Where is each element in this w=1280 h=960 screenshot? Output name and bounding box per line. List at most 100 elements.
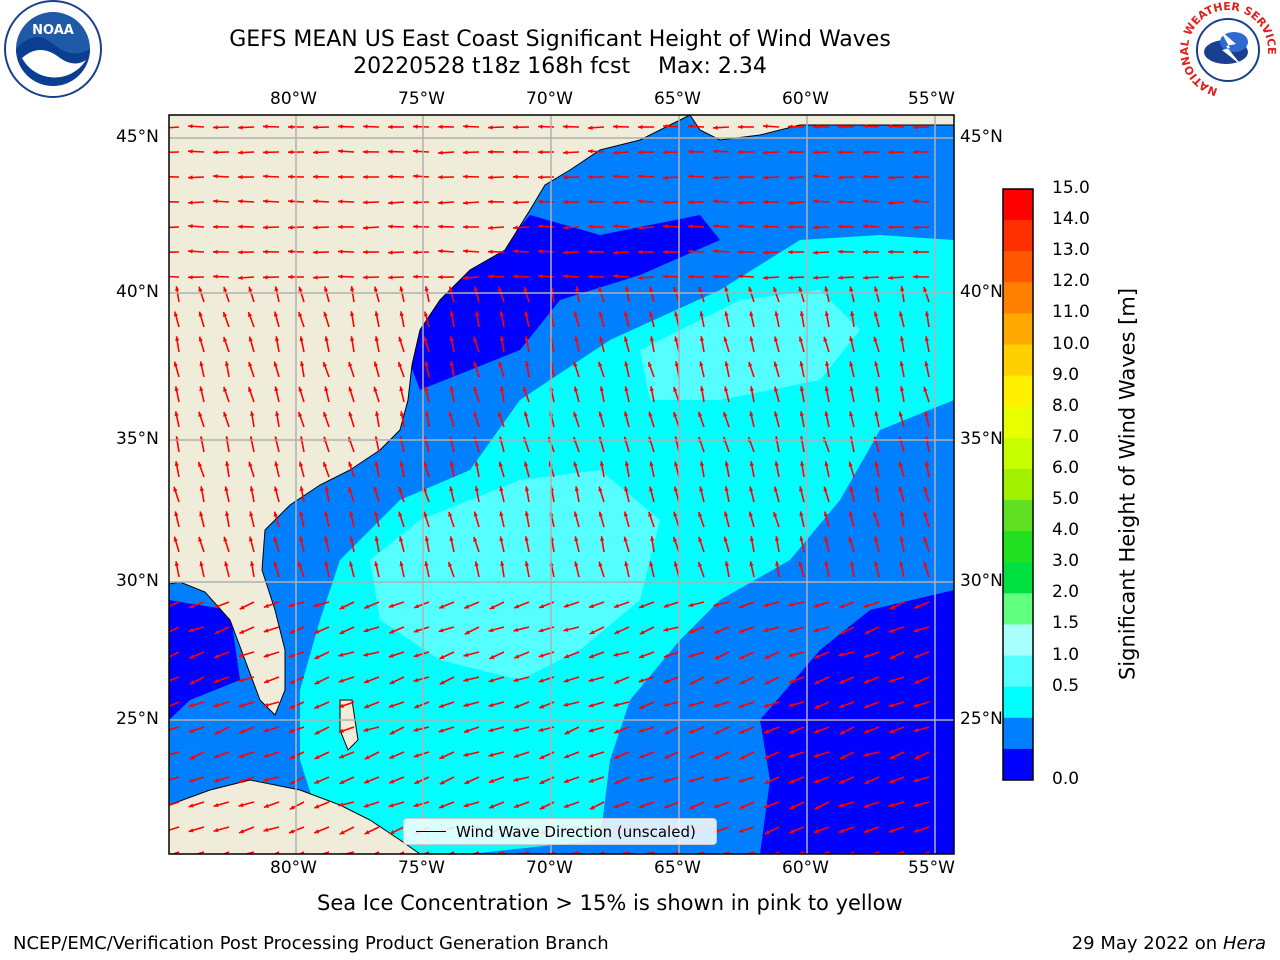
wave-direction-arrowhead (324, 336, 329, 342)
wave-direction-arrowhead (323, 411, 328, 417)
wave-direction-arrowhead (573, 361, 578, 367)
wave-direction-arrowhead (598, 311, 604, 317)
wave-direction-arrowhead (363, 803, 369, 808)
wave-direction-arrowhead (388, 603, 394, 608)
wave-direction-arrowhead (388, 703, 394, 708)
wave-direction-arrowhead (738, 274, 743, 279)
wave-direction-arrowhead (350, 336, 355, 341)
wave-direction-arrowhead (813, 199, 818, 204)
wave-direction-arrowhead (348, 411, 353, 417)
wave-direction-arrowhead (824, 411, 829, 417)
wave-direction-arrowhead (163, 150, 168, 154)
noaa-logo-text: NOAA (32, 23, 74, 38)
wave-direction-arrowhead (238, 199, 243, 204)
wave-direction-arrowhead (649, 386, 654, 392)
wave-direction-arrowhead (474, 561, 479, 567)
wave-direction-arrowhead (248, 361, 253, 367)
wave-direction-arrowhead (814, 828, 819, 834)
wave-direction-arrowhead (263, 702, 269, 708)
wave-direction-arrowhead (863, 249, 868, 255)
wave-direction-arrowhead (314, 629, 320, 634)
wave-direction-arrowhead (663, 200, 668, 205)
noaa-logo: NOAA (4, 0, 102, 98)
wave-direction-arrowhead (350, 286, 355, 291)
wave-direction-arrowhead (913, 199, 918, 204)
wave-direction-arrowhead (513, 677, 519, 682)
wave-direction-arrowhead (388, 174, 393, 179)
wave-direction-arrowhead (623, 511, 629, 517)
wave-direction-arrowhead (223, 536, 228, 542)
wave-direction-arrowhead (638, 225, 643, 230)
wave-direction-arrow (194, 851, 205, 854)
wave-direction-arrowhead (813, 603, 819, 608)
wave-direction-arrowhead (923, 486, 928, 492)
colorbar-tick-label: 7.0 (1052, 426, 1080, 447)
colorbar-swatch (1003, 344, 1033, 377)
wave-direction-arrowhead (413, 274, 418, 279)
wave-direction-arrowhead (364, 679, 370, 684)
wave-direction-arrowhead (488, 274, 493, 279)
lon-tick-top: 65°W (654, 89, 701, 109)
lat-tick-left: 35°N (116, 429, 159, 449)
wave-direction-arrowhead (175, 336, 180, 341)
wave-direction-arrowhead (838, 150, 843, 155)
wave-direction-arrow (169, 676, 180, 682)
wave-direction-arrowhead (424, 361, 429, 367)
wave-direction-arrowhead (673, 486, 678, 492)
wave-direction-arrowhead (575, 286, 580, 291)
wave-direction-arrowhead (688, 149, 693, 154)
wave-direction-arrowhead (473, 286, 479, 292)
wave-direction-arrow (169, 701, 180, 708)
wave-direction-arrowhead (574, 536, 579, 542)
wave-direction-arrowhead (498, 411, 503, 417)
wave-direction-arrowhead (488, 778, 494, 783)
wave-direction-arrowhead (564, 730, 570, 735)
wave-direction-arrowhead (738, 628, 744, 633)
wave-direction-arrowhead (513, 149, 518, 155)
colorbar-swatch (1003, 313, 1033, 346)
wave-direction-arrowhead (824, 561, 829, 567)
wave-direction-arrow (568, 851, 580, 854)
wave-direction-arrowhead (199, 386, 204, 392)
wave-direction-arrowhead (238, 753, 244, 758)
wave-direction-arrowhead (263, 225, 268, 230)
colorbar-swatch (1003, 624, 1033, 657)
wave-direction-arrowhead (488, 702, 494, 708)
wave-direction-arrowhead (388, 275, 393, 280)
wave-direction-arrowhead (589, 630, 595, 635)
wave-direction-arrowhead (638, 777, 644, 782)
wave-direction-arrowhead (839, 779, 845, 784)
wave-direction-arrowhead (324, 511, 329, 517)
wave-direction-arrowhead (764, 654, 770, 659)
wave-direction-arrowhead (439, 804, 445, 809)
wave-direction-arrowhead (698, 536, 703, 542)
wave-direction-arrowhead (189, 755, 195, 760)
wave-direction-arrowhead (663, 653, 669, 658)
wave-direction-arrowhead (513, 803, 519, 808)
wave-direction-arrowhead (388, 200, 393, 206)
wave-direction-arrowhead (413, 174, 418, 179)
wave-direction-arrowhead (298, 286, 303, 292)
wave-direction-arrowhead (314, 654, 320, 659)
wave-direction-arrowhead (799, 361, 804, 367)
wave-direction-arrowhead (913, 653, 919, 659)
wave-direction-arrowhead (838, 175, 843, 180)
wave-direction-arrowhead (563, 803, 569, 808)
wave-direction-arrowhead (913, 628, 919, 633)
wave-direction-arrowhead (813, 275, 818, 280)
machine-name: Hera (1222, 933, 1266, 954)
wave-direction-arrowhead (239, 829, 245, 834)
wave-direction-arrowhead (163, 225, 168, 229)
wave-direction-arrowhead (338, 174, 343, 180)
wave-direction-arrowhead (638, 199, 643, 204)
wave-direction-arrowhead (749, 386, 755, 392)
wave-direction-arrow (422, 851, 430, 854)
wave-direction-arrowhead (449, 461, 455, 467)
wave-direction-arrowhead (913, 802, 919, 808)
wave-direction-arrowhead (364, 830, 370, 835)
wave-direction-arrowhead (188, 778, 194, 783)
wave-direction-arrowhead (338, 199, 343, 204)
wave-direction-arrowhead (349, 561, 354, 567)
wave-direction-arrowhead (238, 174, 243, 180)
colorbar-tick-label: 2.0 (1052, 582, 1080, 603)
